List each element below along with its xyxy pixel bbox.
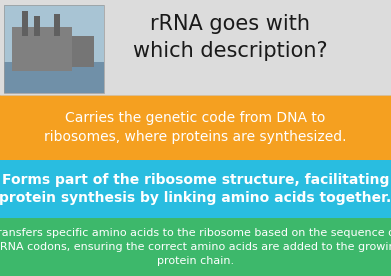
Bar (22, 11, 27, 36)
Text: Transfers specific amino acids to the ribosome based on the sequence of
mRNA cod: Transfers specific amino acids to the ri… (0, 229, 391, 266)
Bar (4, 62, 104, 93)
Bar (0, 160, 391, 218)
Bar (0, 0, 391, 95)
Text: Carries the genetic code from DNA to
ribosomes, where proteins are synthesized.: Carries the genetic code from DNA to rib… (44, 111, 347, 144)
Text: rRNA goes with: rRNA goes with (150, 14, 310, 34)
Bar (0, 218, 391, 276)
Bar (12, 27, 72, 71)
Bar (34, 17, 39, 36)
Bar (72, 36, 94, 67)
Bar (4, 5, 104, 93)
Text: Forms part of the ribosome structure, facilitating
protein synthesis by linking : Forms part of the ribosome structure, fa… (0, 172, 391, 205)
Text: which description?: which description? (133, 41, 327, 61)
Bar (4, 5, 104, 62)
Bar (54, 14, 59, 36)
Bar (0, 95, 391, 160)
